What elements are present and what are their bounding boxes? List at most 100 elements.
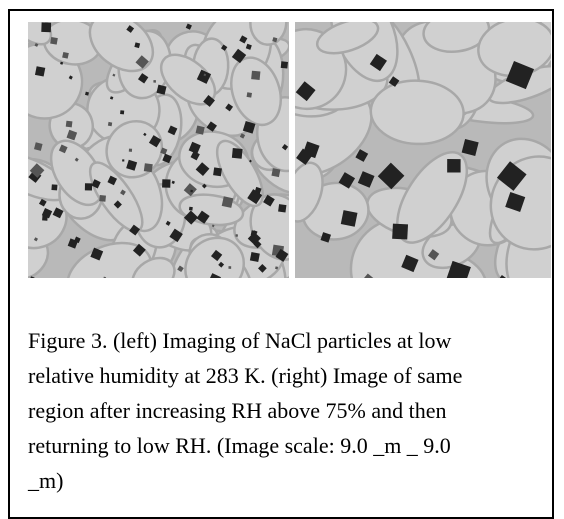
texture — [74, 157, 79, 162]
texture — [29, 163, 45, 178]
texture — [162, 153, 172, 164]
texture — [208, 273, 222, 278]
texture — [196, 69, 212, 84]
texture — [239, 133, 246, 139]
texture — [231, 48, 247, 64]
texture — [66, 241, 153, 278]
texture — [167, 125, 178, 136]
texture — [203, 95, 215, 107]
texture — [315, 22, 380, 55]
caption-line: _m) — [28, 468, 64, 493]
texture — [280, 61, 288, 69]
texture — [239, 35, 248, 44]
texture — [195, 125, 205, 135]
texture — [162, 179, 171, 188]
texture — [65, 120, 73, 128]
texture — [338, 172, 356, 189]
texture — [109, 96, 114, 100]
texture — [135, 55, 149, 69]
texture — [225, 103, 234, 112]
texture — [251, 70, 261, 80]
texture — [113, 200, 122, 209]
texture — [103, 276, 107, 278]
texture — [401, 254, 419, 273]
texture — [68, 75, 73, 80]
texture — [58, 144, 68, 154]
texture — [218, 261, 225, 268]
texture — [235, 234, 239, 237]
texture — [249, 159, 252, 163]
texture — [148, 135, 162, 148]
texture — [90, 247, 104, 261]
texture — [195, 162, 210, 176]
texture — [247, 189, 263, 205]
texture — [228, 266, 232, 269]
texture — [211, 224, 215, 228]
texture — [369, 79, 465, 146]
texture — [278, 204, 287, 213]
texture — [340, 210, 358, 227]
micrograph-right — [295, 22, 551, 278]
texture — [242, 120, 256, 134]
texture — [369, 53, 387, 72]
texture — [447, 159, 461, 173]
texture — [38, 198, 47, 207]
texture — [52, 207, 64, 219]
texture — [60, 61, 64, 65]
texture — [446, 260, 471, 278]
texture — [126, 159, 138, 171]
texture — [34, 42, 39, 47]
figure-caption: Figure 3. (left) Imaging of NaCl particl… — [28, 323, 558, 498]
texture — [131, 256, 176, 278]
texture — [215, 139, 264, 208]
caption-line: region after increasing RH above 75% and… — [28, 398, 447, 423]
texture — [160, 147, 168, 155]
texture — [74, 236, 81, 244]
texture — [34, 142, 43, 151]
texture — [246, 92, 252, 98]
texture — [143, 132, 147, 137]
texture — [134, 42, 141, 49]
texture — [295, 161, 324, 223]
texture — [137, 73, 149, 84]
texture — [188, 206, 193, 211]
texture — [505, 191, 526, 212]
texture — [50, 36, 58, 45]
texture — [272, 37, 278, 43]
caption-line: returning to low RH. (Image scale: 9.0 _… — [28, 433, 451, 458]
caption-line: relative humidity at 283 K. (right) Imag… — [28, 363, 463, 388]
texture — [258, 263, 267, 273]
texture — [263, 194, 275, 207]
texture — [126, 25, 135, 33]
texture — [231, 148, 243, 159]
texture — [377, 162, 405, 190]
texture — [355, 149, 369, 162]
texture — [271, 168, 281, 178]
texture — [171, 180, 175, 185]
texture — [361, 273, 375, 278]
texture — [295, 81, 316, 102]
texture — [302, 141, 320, 159]
texture — [120, 189, 126, 196]
texture — [201, 183, 207, 189]
texture — [210, 249, 223, 262]
texture — [320, 232, 332, 243]
texture — [496, 161, 527, 191]
texture — [156, 84, 167, 95]
texture — [188, 141, 201, 154]
texture — [245, 43, 252, 50]
texture — [33, 237, 38, 242]
texture — [62, 51, 69, 59]
texture — [51, 184, 58, 191]
texture — [388, 76, 400, 87]
texture — [427, 249, 440, 261]
texture — [213, 167, 222, 177]
texture — [153, 80, 157, 83]
texture — [275, 248, 289, 262]
caption-line: Figure 3. (left) Imaging of NaCl particl… — [28, 328, 452, 353]
texture — [99, 194, 106, 202]
texture — [129, 224, 141, 236]
texture — [275, 266, 279, 270]
texture — [184, 236, 245, 278]
texture — [206, 121, 217, 132]
